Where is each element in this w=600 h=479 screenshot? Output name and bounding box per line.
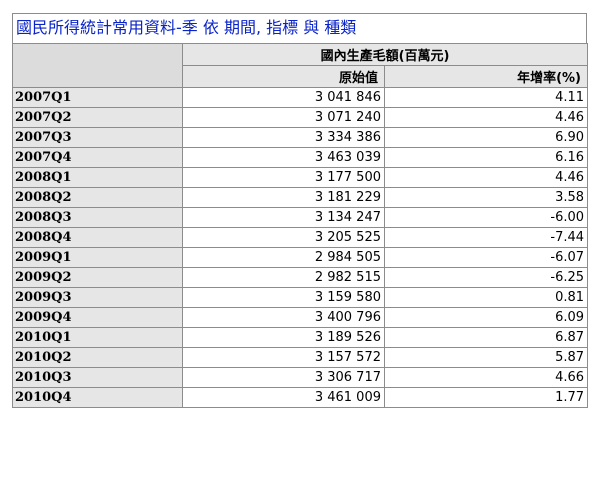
period-label: 2007Q2 xyxy=(12,107,183,128)
original-value-cell: 3 400 796 xyxy=(182,307,385,328)
original-value-cell: 3 189 526 xyxy=(182,327,385,348)
table-row: 2010Q2 3 157 572 5.87 xyxy=(12,347,589,368)
original-value-cell: 3 205 525 xyxy=(182,227,385,248)
original-value-cell: 3 159 580 xyxy=(182,287,385,308)
growth-rate-cell: 5.87 xyxy=(383,347,589,368)
table-row: 2007Q1 3 041 846 4.11 xyxy=(12,87,589,108)
period-label: 2008Q3 xyxy=(12,207,183,228)
growth-rate-cell: 4.46 xyxy=(383,167,589,188)
growth-rate-header: 年增率(%) xyxy=(383,65,589,88)
growth-rate-cell: 4.11 xyxy=(383,87,589,108)
table-title: 國民所得統計常用資料-季 依 期間, 指標 與 種類 xyxy=(12,13,587,43)
period-label: 2010Q2 xyxy=(12,347,183,368)
period-label: 2007Q1 xyxy=(12,87,183,108)
corner-cell xyxy=(12,43,183,88)
growth-rate-cell: 6.90 xyxy=(383,127,589,148)
table-row: 2008Q1 3 177 500 4.46 xyxy=(12,167,589,188)
table-row: 2008Q2 3 181 229 3.58 xyxy=(12,187,589,208)
growth-rate-cell: -6.07 xyxy=(383,247,589,268)
growth-rate-cell: 4.66 xyxy=(383,367,589,388)
table-row: 2009Q3 3 159 580 0.81 xyxy=(12,287,589,308)
original-value-cell: 3 463 039 xyxy=(182,147,385,168)
original-value-cell: 2 984 505 xyxy=(182,247,385,268)
original-value-header: 原始值 xyxy=(182,65,385,88)
indicator-header: 國內生產毛額(百萬元) xyxy=(181,43,589,66)
original-value-cell: 3 134 247 xyxy=(182,207,385,228)
growth-rate-cell: 6.87 xyxy=(383,327,589,348)
period-label: 2007Q3 xyxy=(12,127,183,148)
original-value-cell: 3 461 009 xyxy=(182,387,385,408)
table-row: 2007Q2 3 071 240 4.46 xyxy=(12,107,589,128)
original-value-cell: 3 306 717 xyxy=(182,367,385,388)
gdp-table: 國內生產毛額(百萬元) 原始值 年增率(%) 2007Q1 3 041 846 4.… xyxy=(12,43,589,408)
growth-rate-cell: 0.81 xyxy=(383,287,589,308)
original-value-cell: 3 177 500 xyxy=(182,167,385,188)
original-value-cell: 3 041 846 xyxy=(182,87,385,108)
growth-rate-cell: 1.77 xyxy=(383,387,589,408)
period-label: 2008Q2 xyxy=(12,187,183,208)
original-value-cell: 3 157 572 xyxy=(182,347,385,368)
period-label: 2010Q3 xyxy=(12,367,183,388)
table-row: 2009Q2 2 982 515 -6.25 xyxy=(12,267,589,288)
period-label: 2010Q1 xyxy=(12,327,183,348)
table-row: 2010Q1 3 189 526 6.87 xyxy=(12,327,589,348)
table-row: 2010Q4 3 461 009 1.77 xyxy=(12,387,589,408)
period-label: 2007Q4 xyxy=(12,147,183,168)
period-label: 2009Q4 xyxy=(12,307,183,328)
period-label: 2008Q4 xyxy=(12,227,183,248)
growth-rate-cell: 6.09 xyxy=(383,307,589,328)
original-value-cell: 2 982 515 xyxy=(182,267,385,288)
period-label: 2010Q4 xyxy=(12,387,183,408)
period-label: 2009Q2 xyxy=(12,267,183,288)
growth-rate-cell: -6.25 xyxy=(383,267,589,288)
growth-rate-cell: 6.16 xyxy=(383,147,589,168)
growth-rate-cell: 3.58 xyxy=(383,187,589,208)
growth-rate-cell: -7.44 xyxy=(383,227,589,248)
original-value-cell: 3 071 240 xyxy=(182,107,385,128)
table-row: 2008Q3 3 134 247 -6.00 xyxy=(12,207,589,228)
table-row: 2010Q3 3 306 717 4.66 xyxy=(12,367,589,388)
original-value-cell: 3 181 229 xyxy=(182,187,385,208)
growth-rate-cell: 4.46 xyxy=(383,107,589,128)
table-row: 2007Q4 3 463 039 6.16 xyxy=(12,147,589,168)
table-row: 2009Q4 3 400 796 6.09 xyxy=(12,307,589,328)
period-label: 2008Q1 xyxy=(12,167,183,188)
table-row: 2009Q1 2 984 505 -6.07 xyxy=(12,247,589,268)
original-value-cell: 3 334 386 xyxy=(182,127,385,148)
period-label: 2009Q3 xyxy=(12,287,183,308)
table-row: 2008Q4 3 205 525 -7.44 xyxy=(12,227,589,248)
table-row: 2007Q3 3 334 386 6.90 xyxy=(12,127,589,148)
period-label: 2009Q1 xyxy=(12,247,183,268)
growth-rate-cell: -6.00 xyxy=(383,207,589,228)
